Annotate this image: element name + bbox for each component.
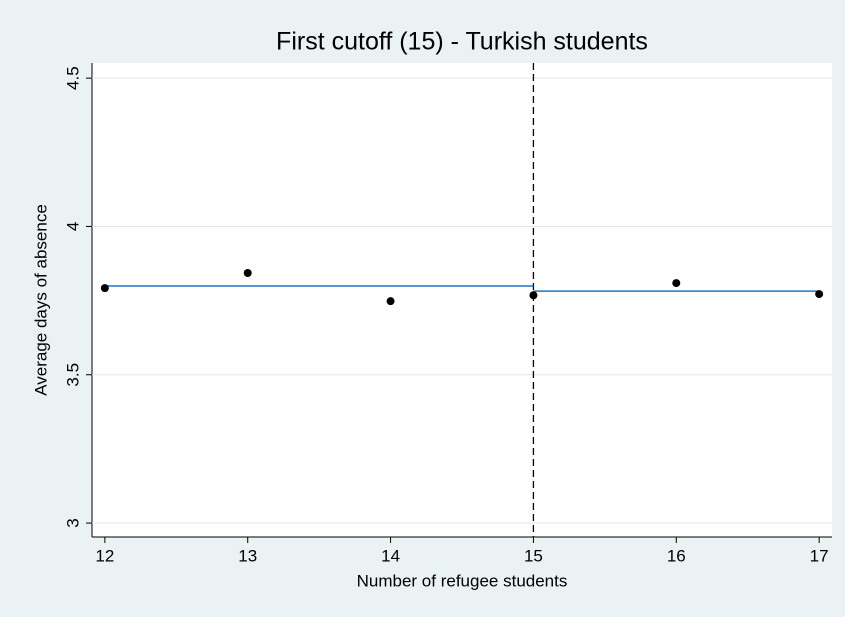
y-tick-label: 3 [63,518,82,527]
x-tick-label: 15 [524,546,543,565]
point [243,269,252,278]
y-tick-label: 4 [63,222,82,231]
x-axis-label: Number of refugee students [357,571,568,590]
point [386,297,395,306]
x-tick-label: 14 [381,546,400,565]
x-tick-label: 13 [238,546,257,565]
x-tick-label: 17 [810,546,829,565]
x-tick-label: 16 [667,546,686,565]
x-tick-label: 12 [95,546,114,565]
y-tick-label: 3.5 [63,363,82,387]
point [672,279,681,288]
y-axis-label: Average days of absence [31,204,50,396]
point [815,290,824,299]
point [529,291,538,300]
plot-area [92,63,832,537]
y-tick-label: 4.5 [63,66,82,90]
chart-title: First cutoff (15) - Turkish students [276,28,648,56]
point [100,284,109,293]
